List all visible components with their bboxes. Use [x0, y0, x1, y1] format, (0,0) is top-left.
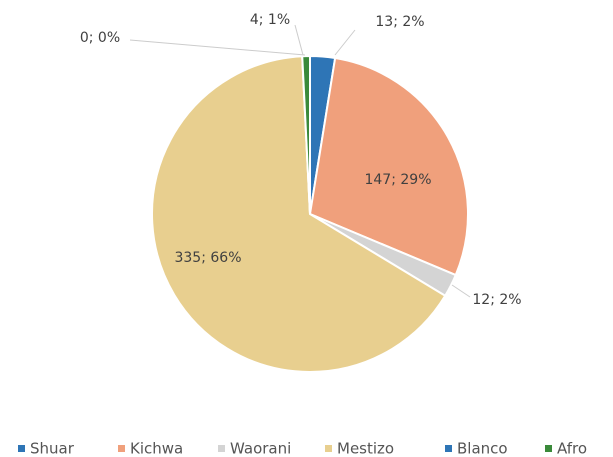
data-label: 335; 66%: [174, 250, 241, 266]
leader-line: [334, 29, 356, 56]
legend-label: Blanco: [457, 440, 508, 457]
legend-label: Mestizo: [337, 440, 394, 457]
legend-swatch: [118, 445, 125, 452]
data-label: 13; 2%: [375, 14, 424, 30]
legend-swatch: [325, 445, 332, 452]
legend-swatch: [18, 445, 25, 452]
data-label: 12; 2%: [472, 292, 521, 308]
pie-slice: [308, 56, 469, 277]
pie-slice: [151, 55, 447, 373]
legend-label: Shuar: [30, 440, 75, 457]
legend-swatch: [545, 445, 552, 452]
pie-slice: [301, 54, 311, 215]
data-label: 4; 1%: [250, 12, 290, 28]
legend-label: Waorani: [230, 440, 291, 457]
leader-line: [451, 284, 471, 298]
legend-label: Afro: [557, 440, 587, 457]
leader-line: [294, 24, 304, 56]
legend-swatch: [445, 445, 452, 452]
leader-line: [129, 39, 306, 56]
legend-swatch: [218, 445, 225, 452]
data-label: 147; 29%: [364, 172, 431, 188]
data-label: 0; 0%: [80, 30, 120, 46]
legend-label: Kichwa: [130, 440, 183, 457]
